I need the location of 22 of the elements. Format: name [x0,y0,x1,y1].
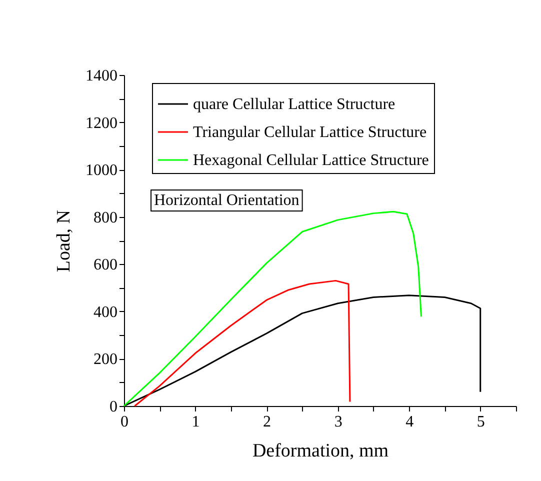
line-series [123,210,422,407]
x-tick-label: 0 [120,414,128,430]
y-tick-label: 1400 [86,68,118,84]
legend-label: Triangular Cellular Lattice Structure [193,124,427,141]
y-tick-label: 1200 [86,114,118,132]
legend-label: quare Cellular Lattice Structure [193,96,396,113]
x-tick-label: 4 [406,414,414,430]
x-tick-label: 3 [334,414,342,430]
y-tick-label: 800 [94,209,118,226]
x-tick-label: 5 [476,414,485,430]
y-tick-label: 1000 [86,162,118,180]
line-series [134,280,351,407]
x-axis-title: Deformation, mm [252,440,389,462]
x-tick-label: 2 [263,414,272,430]
y-tick-label: 200 [94,351,118,368]
legend-label: Hexagonal Cellular Lattice Structure [193,152,429,169]
y-tick-label: 400 [94,304,118,321]
annotation: Horizontal Orientation [154,192,300,209]
y-tick-label: 0 [110,398,118,416]
y-tick-label: 600 [94,256,118,274]
y-axis-title: Load, N [54,210,74,272]
x-tick-label: 1 [192,414,200,430]
